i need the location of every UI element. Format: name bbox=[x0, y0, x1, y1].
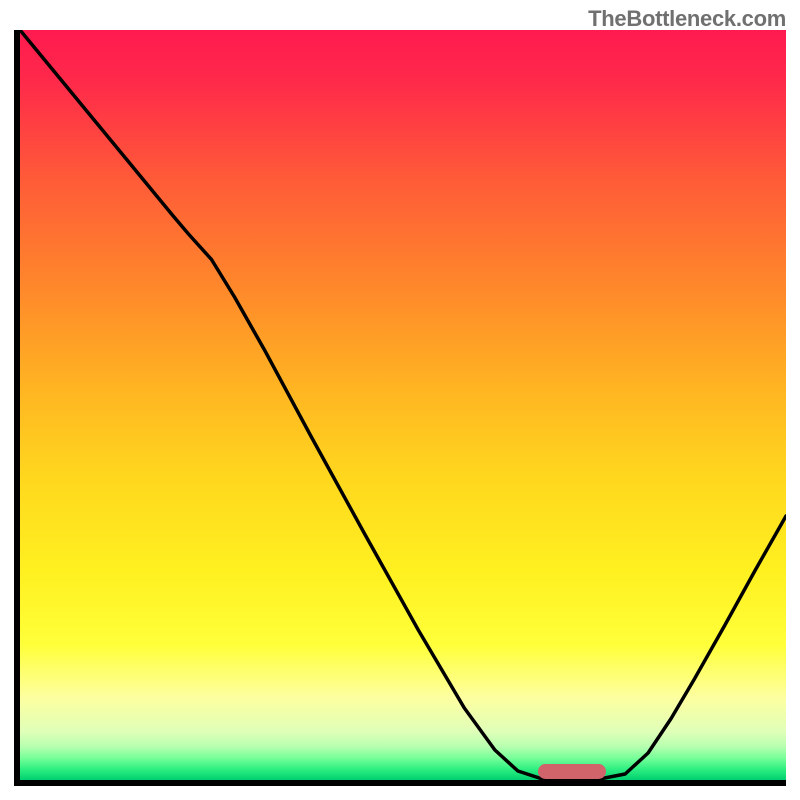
gradient-background bbox=[20, 30, 786, 780]
optimal-marker bbox=[538, 764, 606, 779]
chart-frame bbox=[14, 30, 786, 786]
watermark-text: TheBottleneck.com bbox=[588, 6, 786, 32]
plot-area bbox=[20, 30, 786, 780]
